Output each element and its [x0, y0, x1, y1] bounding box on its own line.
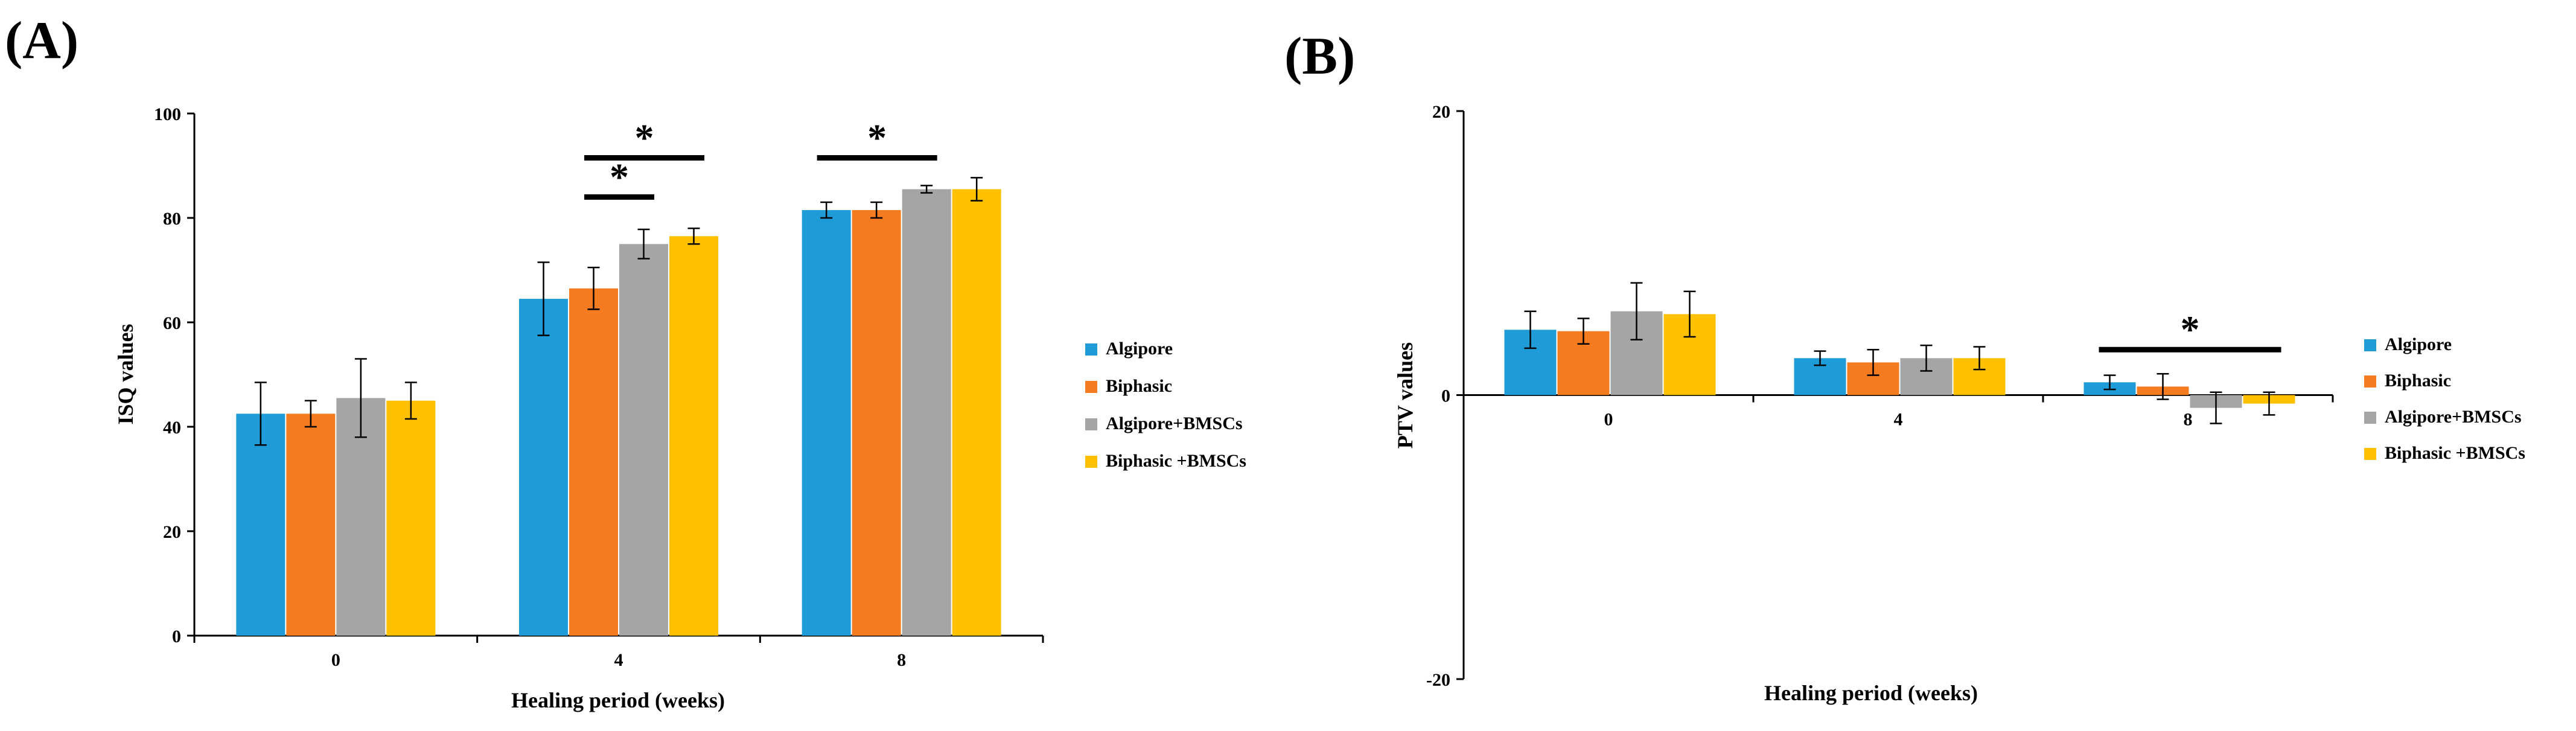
x-tick-label: 0 — [331, 650, 340, 670]
bar — [519, 299, 568, 636]
panel-a-ylabel: ISQ values — [113, 324, 138, 424]
legend-label: Algipore — [2385, 334, 2452, 354]
legend-swatch — [2364, 412, 2376, 424]
legend-label: Biphasic — [1106, 376, 1172, 396]
legend-label: Algipore+BMSCs — [1106, 413, 1243, 433]
bar — [286, 413, 336, 636]
y-tick-label: 0 — [172, 627, 181, 646]
panel-b-xlabel: Healing period (weeks) — [1764, 681, 1978, 705]
bar — [669, 236, 718, 636]
panel-b-ylabel: PTV values — [1393, 342, 1417, 448]
x-tick-label: 4 — [1894, 410, 1903, 430]
panel-b-legend: Algipore Biphasic Algipore+BMSCs Biphasic +… — [2364, 334, 2525, 463]
legend-swatch — [2364, 339, 2376, 351]
panel-a-ticks: 0 20 40 60 80 100 0 4 8 — [154, 104, 1044, 670]
panel-b-label: (B) — [1284, 27, 1355, 86]
significance-star: * — [2181, 308, 2200, 351]
y-tick-label: 20 — [1432, 102, 1450, 122]
legend-swatch — [1085, 456, 1097, 468]
legend-label: Algipore — [1106, 339, 1173, 359]
panel-b: (B) -20 0 20 0 4 8 * PTV values Healing perio… — [1284, 27, 2525, 705]
panel-a-legend: Algipore Biphasic Algipore+BMSCs Biphasic +… — [1085, 339, 1246, 471]
legend-swatch — [2364, 448, 2376, 460]
panel-a-significance: *** — [584, 117, 937, 200]
legend-swatch — [1085, 343, 1097, 356]
legend-swatch — [1085, 381, 1097, 393]
panel-a-bars — [236, 177, 1001, 636]
significance-star: * — [867, 117, 887, 159]
panel-b-bars — [1504, 282, 2295, 424]
y-tick-label: -20 — [1426, 670, 1450, 690]
y-tick-label: 80 — [163, 209, 181, 229]
legend-label: Biphasic — [2385, 371, 2451, 391]
bar — [902, 189, 951, 636]
panel-a-xlabel: Healing period (weeks) — [511, 688, 725, 712]
y-tick-label: 0 — [1441, 386, 1450, 406]
legend-label: Algipore+BMSCs — [2385, 407, 2522, 427]
x-tick-label: 0 — [1604, 410, 1613, 430]
bar — [802, 210, 851, 636]
bar — [386, 400, 436, 636]
legend-swatch — [1085, 418, 1097, 430]
significance-star: * — [635, 117, 654, 159]
significance-star: * — [610, 155, 629, 198]
panel-b-significance: * — [2099, 308, 2281, 353]
bar — [952, 189, 1001, 636]
x-tick-label: 8 — [897, 650, 906, 670]
y-tick-label: 20 — [163, 522, 181, 542]
bar — [236, 413, 285, 636]
panel-a-axes — [193, 113, 1043, 637]
panel-b-ticks: -20 0 20 0 4 8 — [1426, 102, 2334, 690]
x-tick-label: 4 — [614, 650, 623, 670]
legend-swatch — [2364, 375, 2376, 388]
legend-label: Biphasic +BMSCs — [2385, 443, 2525, 463]
bar — [852, 210, 901, 636]
bar — [569, 288, 618, 636]
y-tick-label: 60 — [163, 313, 181, 333]
bar — [619, 244, 668, 636]
y-tick-label: 100 — [154, 104, 181, 124]
panel-a-label: (A) — [5, 11, 78, 70]
y-tick-label: 40 — [163, 418, 181, 438]
x-tick-label: 8 — [2184, 410, 2193, 430]
legend-label: Biphasic +BMSCs — [1106, 451, 1246, 471]
